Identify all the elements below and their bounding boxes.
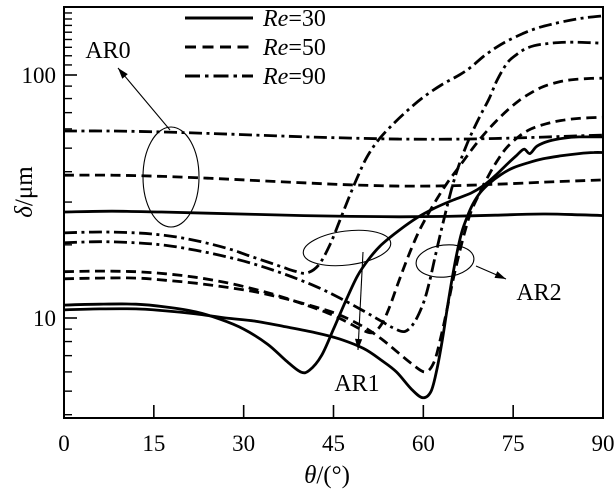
annotation-ellipse-AR1	[302, 229, 392, 267]
y-axis-title: δ/μm	[11, 166, 38, 218]
curve-AR0-Re30	[63, 209, 604, 219]
curve-AR2-Re50	[63, 115, 604, 374]
y-tick-label: 10	[33, 306, 56, 331]
annotation-arrow-AR1	[357, 251, 364, 351]
legend-label: Re=90	[262, 64, 326, 90]
annotation-label-AR0: AR0	[85, 38, 130, 64]
y-tick-label: 100	[22, 63, 57, 88]
x-tick-label: 15	[142, 431, 165, 456]
x-tick-label: 75	[502, 431, 525, 456]
legend-label: Re=30	[262, 6, 326, 32]
annotation-ellipse-AR2	[415, 244, 475, 278]
legend-label: Re=50	[262, 35, 326, 61]
annotation-ellipse-AR0	[142, 126, 200, 228]
x-tick-label: 90	[592, 431, 615, 456]
annotation-arrowhead-AR0	[118, 68, 128, 79]
curve-AR1-Re50	[63, 76, 604, 335]
x-tick-label: 30	[232, 431, 255, 456]
annotation-label-AR2: AR2	[516, 280, 561, 306]
annotation-arrowhead-AR1	[355, 338, 363, 350]
x-tick-label: 0	[58, 431, 70, 456]
x-axis-title: θ/(°)	[304, 462, 350, 489]
x-tick-label: 45	[322, 431, 345, 456]
annotation-arrowhead-AR2	[494, 271, 506, 279]
x-tick-label: 60	[412, 431, 435, 456]
curve-AR1-Re30	[63, 135, 604, 375]
curve-AR2-Re90	[63, 40, 604, 334]
annotation-label-AR1: AR1	[334, 371, 379, 397]
annotation-arrow-AR0	[117, 67, 171, 131]
curve-AR1-Re90	[63, 14, 604, 275]
curve-AR0-Re50	[63, 173, 604, 188]
curve-AR0-Re90	[63, 129, 604, 141]
curve-AR2-Re30	[63, 151, 604, 400]
